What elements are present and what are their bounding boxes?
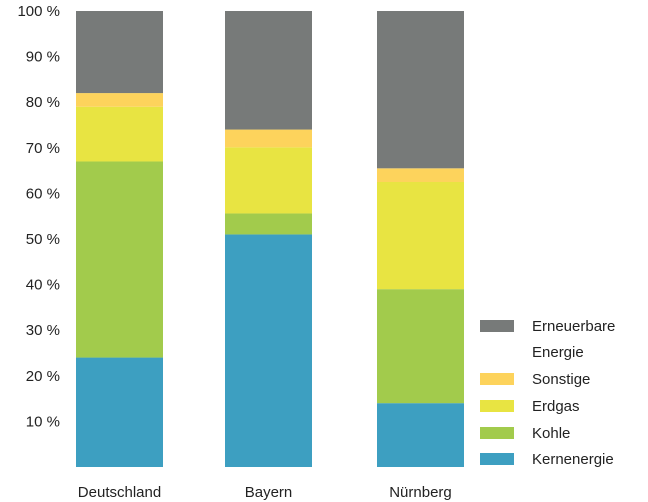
- y-tick-label: 40 %: [26, 277, 60, 294]
- legend-label: Kernenergie: [532, 451, 614, 468]
- legend-swatch: [480, 373, 514, 385]
- legend-label: Kohle: [532, 425, 570, 442]
- bar-segment: [377, 11, 464, 169]
- legend-label: Erneuerbare Energie: [532, 318, 615, 361]
- x-axis: Deutschland Bayern Nürnberg: [78, 484, 452, 501]
- bar-segment: [225, 129, 312, 148]
- bar-segment: [225, 11, 312, 130]
- y-tick-label: 30 %: [26, 322, 60, 339]
- y-tick-label: 60 %: [26, 185, 60, 202]
- y-tick-label: 50 %: [26, 231, 60, 248]
- bar-segment: [377, 289, 464, 404]
- category-label: Deutschland: [78, 484, 161, 501]
- y-tick-label: 100 %: [17, 3, 60, 20]
- legend-label: Sonstige: [532, 371, 590, 388]
- bar-segment: [225, 213, 312, 235]
- bars: [76, 11, 464, 467]
- legend-swatch: [480, 320, 514, 332]
- bar-segment: [377, 403, 464, 467]
- legend-swatch: [480, 400, 514, 412]
- bar-segment: [225, 147, 312, 214]
- bar-segment: [76, 161, 163, 358]
- y-tick-label: 20 %: [26, 368, 60, 385]
- legend-swatch: [480, 427, 514, 439]
- y-tick-label: 90 %: [26, 49, 60, 66]
- bar-segment: [377, 182, 464, 290]
- bar-segment: [76, 11, 163, 94]
- category-label: Nürnberg: [389, 484, 452, 501]
- legend-swatch: [480, 453, 514, 465]
- y-axis: 10 % 20 % 30 % 40 % 50 % 60 % 70 % 80 % 90 % 100 …: [17, 3, 60, 430]
- legend-label: Erdgas: [532, 398, 580, 415]
- y-tick-label: 80 %: [26, 94, 60, 111]
- legend: Erneuerbare Energie Sonstige Erdgas Kohle Ker…: [480, 318, 615, 468]
- bar-segment: [76, 357, 163, 467]
- y-tick-label: 70 %: [26, 140, 60, 157]
- bar-segment: [76, 93, 163, 107]
- bar-segment: [377, 168, 464, 182]
- category-label: Bayern: [245, 484, 293, 501]
- bar-segment: [76, 106, 163, 162]
- y-tick-label: 10 %: [26, 413, 60, 430]
- bar-segment: [225, 234, 312, 467]
